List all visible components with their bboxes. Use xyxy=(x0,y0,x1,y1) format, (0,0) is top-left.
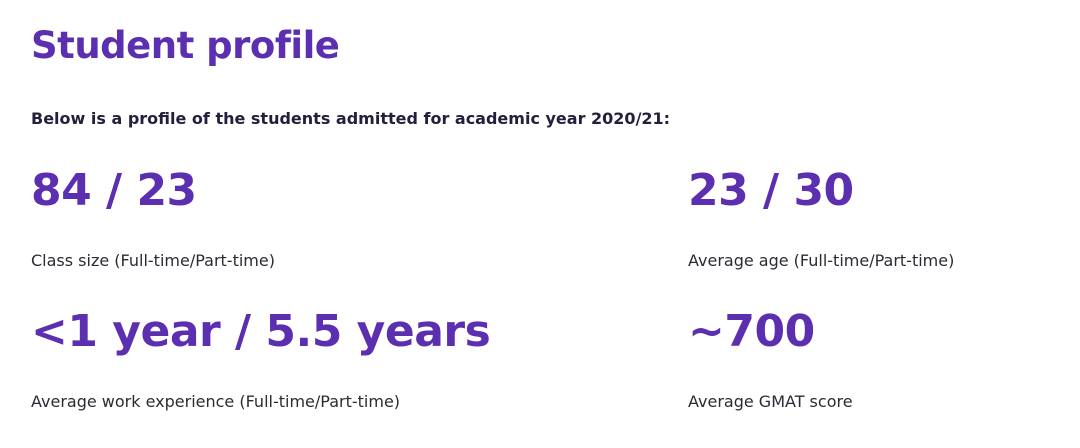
stat-value: 84 / 23 xyxy=(31,165,197,216)
stat-work-experience: <1 year / 5.5 years Average work experie… xyxy=(31,306,491,411)
stat-value: <1 year / 5.5 years xyxy=(31,306,491,357)
stat-label: Average GMAT score xyxy=(688,392,853,411)
stat-value: ~700 xyxy=(688,306,815,357)
stat-label: Average work experience (Full-time/Part-… xyxy=(31,392,401,411)
page-title: Student profile xyxy=(31,24,340,67)
stat-class-size: 84 / 23 Class size (Full-time/Part-time) xyxy=(31,165,275,270)
intro-text: Below is a profile of the students admit… xyxy=(31,109,671,128)
stat-average-age: 23 / 30 Average age (Full-time/Part-time… xyxy=(688,165,954,270)
stat-label: Average age (Full-time/Part-time) xyxy=(688,251,955,270)
stat-gmat-score: ~700 Average GMAT score xyxy=(688,306,853,411)
stat-value: 23 / 30 xyxy=(688,165,854,216)
stat-label: Class size (Full-time/Part-time) xyxy=(31,251,275,270)
